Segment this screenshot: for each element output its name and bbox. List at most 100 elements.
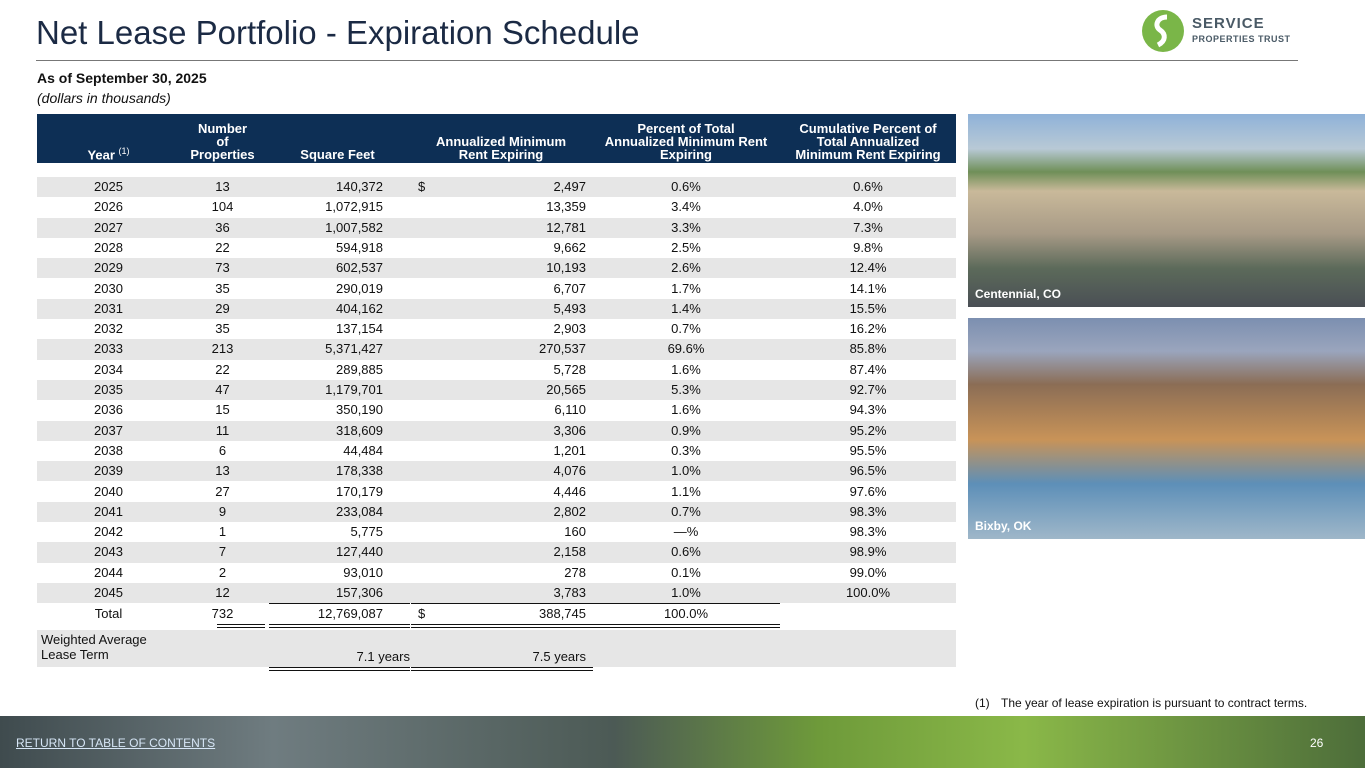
table-cell: 1.0% xyxy=(671,463,701,479)
rule-double xyxy=(411,627,593,629)
total-cell: 12,769,087 xyxy=(317,606,383,622)
table-cell: 602,537 xyxy=(336,260,383,276)
table-cell: 16.2% xyxy=(849,321,887,337)
weighted-cell: 7.5 years xyxy=(532,649,586,665)
table-cell: 0.7% xyxy=(671,503,701,519)
table-cell: 5,775 xyxy=(350,524,383,540)
table-cell: 178,338 xyxy=(336,463,383,479)
rule-double xyxy=(269,670,410,672)
table-cell: 2036 xyxy=(94,402,123,418)
table-cell: 29 xyxy=(215,300,230,316)
table-cell: 9.8% xyxy=(853,239,883,255)
table-cell: 2025 xyxy=(94,179,123,194)
column-header: Percent of Total Annualized Minimum Rent E… xyxy=(592,122,780,161)
header-line: Minimum Rent Expiring xyxy=(795,147,941,162)
table-cell: 3,306 xyxy=(553,422,586,438)
table-cell: 95.5% xyxy=(849,442,887,458)
header-line: Rent Expiring xyxy=(458,147,544,162)
table-cell: 3.4% xyxy=(671,199,701,215)
table-cell: 2033 xyxy=(94,341,123,357)
table-cell: 10,193 xyxy=(546,260,586,276)
table-cell: 1.1% xyxy=(671,483,701,499)
table-cell: 98.3% xyxy=(849,503,887,519)
table-cell: 3.3% xyxy=(671,219,701,235)
row-band xyxy=(37,420,956,441)
table-cell: 1,179,701 xyxy=(325,382,383,397)
table-cell: 2028 xyxy=(94,239,123,255)
table-cell: 2027 xyxy=(94,219,123,235)
column-header: Cumulative Percent of Total Annualized Min… xyxy=(780,122,956,161)
header-line: Year (1) xyxy=(87,145,130,162)
header-line: Cumulative Percent of xyxy=(799,121,937,136)
total-cell: Total xyxy=(94,606,123,622)
table-cell: 2029 xyxy=(94,260,123,276)
table-cell: 92.7% xyxy=(849,382,887,397)
table-cell: 13 xyxy=(215,179,230,194)
table-cell: 289,885 xyxy=(336,361,383,377)
table-cell: 2.6% xyxy=(671,260,701,276)
table-cell: 5,493 xyxy=(553,300,586,316)
table-cell: 12,781 xyxy=(546,219,586,235)
footer-band xyxy=(0,716,1365,768)
table-cell: 95.2% xyxy=(849,422,887,438)
weighted-label: Weighted Average Lease Term xyxy=(41,632,147,663)
toc-link[interactable]: RETURN TO TABLE OF CONTENTS xyxy=(16,736,216,750)
page-number: 26 xyxy=(1310,736,1324,750)
table-cell: 137,154 xyxy=(336,321,383,337)
header-note: (1) xyxy=(118,145,130,156)
table-cell: 2037 xyxy=(94,422,123,438)
table-cell: 93,010 xyxy=(343,564,383,580)
table-cell: 233,084 xyxy=(336,503,383,519)
table-cell: 0.3% xyxy=(671,442,701,458)
table-cell: 1,201 xyxy=(553,442,586,458)
table-cell: 2,802 xyxy=(553,503,586,519)
table-cell: 20,565 xyxy=(546,382,586,397)
column-header: Number of Properties xyxy=(180,122,265,161)
table-cell: —% xyxy=(673,524,699,540)
table-cell: 270,537 xyxy=(539,341,586,357)
table-cell: 318,609 xyxy=(336,422,383,438)
table-cell: 2041 xyxy=(94,503,123,519)
table-cell: 4,076 xyxy=(553,463,586,479)
table-header xyxy=(37,114,956,163)
table-cell: 2026 xyxy=(94,199,123,215)
row-band xyxy=(37,217,956,238)
table-cell: 22 xyxy=(215,361,230,377)
photo-caption: Centennial, CO xyxy=(975,287,1062,301)
table-cell: 1 xyxy=(218,524,227,540)
table-cell: 13 xyxy=(215,463,230,479)
table-cell: 2043 xyxy=(94,544,123,560)
header-line: Percent of Total xyxy=(637,121,735,136)
total-cell: 100.0% xyxy=(663,606,709,622)
table-cell: 0.6% xyxy=(671,544,701,560)
table-cell: 35 xyxy=(215,321,230,337)
table-cell: 12 xyxy=(215,585,230,600)
table-cell: 9 xyxy=(218,503,227,519)
table-cell: 594,918 xyxy=(336,239,383,255)
table-cell: 11 xyxy=(215,422,230,438)
table-cell: 22 xyxy=(215,239,230,255)
rule-single xyxy=(592,603,780,605)
table-cell: 2.5% xyxy=(671,239,701,255)
logo-text: PROPERTIES TRUST xyxy=(1192,34,1291,44)
table-cell: 35 xyxy=(215,280,230,296)
table-cell: 7 xyxy=(218,544,227,560)
table-cell: 0.9% xyxy=(671,422,701,438)
table-cell: 98.9% xyxy=(849,544,887,560)
table-cell: 104 xyxy=(211,199,234,215)
table-cell: 2 xyxy=(218,564,227,580)
rule-double xyxy=(411,624,593,626)
header-line: of xyxy=(216,134,229,149)
rule-double xyxy=(592,624,780,626)
table-cell: 278 xyxy=(564,564,586,580)
table-cell: 6,707 xyxy=(553,280,586,296)
table-cell: 47 xyxy=(215,382,230,397)
photo-caption: Bixby, OK xyxy=(975,519,1032,533)
table-cell: 2,497 xyxy=(553,179,586,194)
logo-text: SERVICE xyxy=(1192,15,1265,32)
table-cell: 1.7% xyxy=(671,280,701,296)
row-band xyxy=(37,177,956,198)
photo xyxy=(968,318,1365,539)
row-band xyxy=(37,461,956,482)
row-band xyxy=(37,583,956,604)
